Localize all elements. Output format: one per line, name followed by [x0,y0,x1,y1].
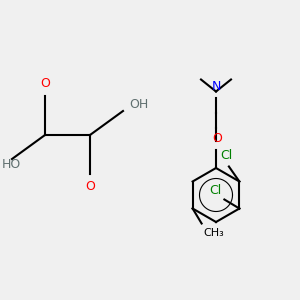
Text: O: O [40,77,50,90]
Text: O: O [85,180,95,193]
Text: Cl: Cl [220,149,232,162]
Text: CH₃: CH₃ [203,228,224,238]
Text: HO: HO [2,158,21,172]
Text: O: O [213,133,222,146]
Text: N: N [211,80,221,93]
Text: OH: OH [129,98,148,112]
Text: Cl: Cl [209,184,221,196]
